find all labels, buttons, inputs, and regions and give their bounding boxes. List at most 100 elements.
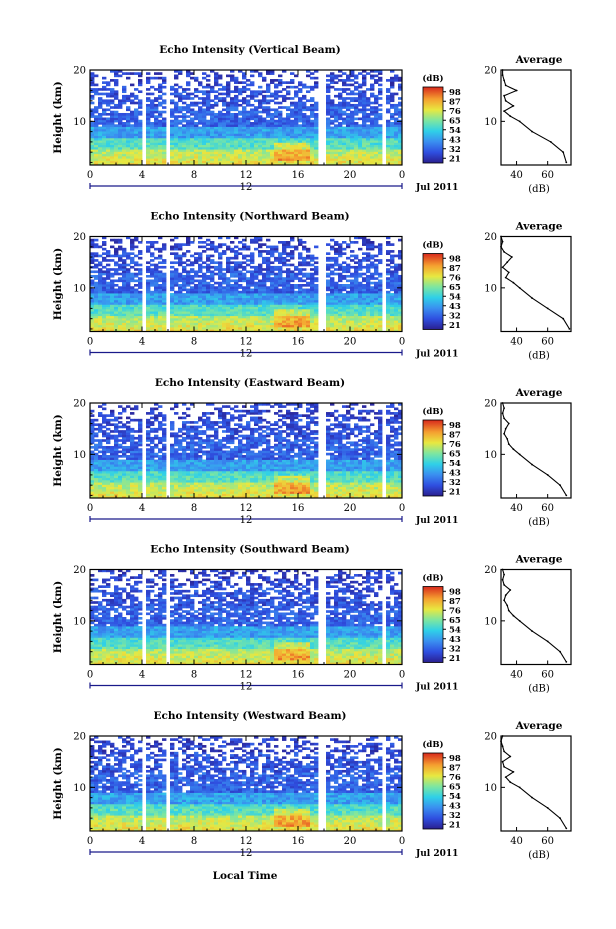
heatmap-cell [206, 317, 211, 321]
heatmap-cell [258, 311, 263, 314]
heatmap-cell [378, 315, 383, 319]
heatmap-cell [314, 279, 319, 283]
heatmap-cell [158, 140, 163, 143]
heatmap-cell [178, 326, 183, 330]
heatmap-cell [274, 279, 279, 283]
heatmap-cell [182, 128, 187, 132]
heatmap-cell [238, 146, 243, 150]
heatmap-cell [206, 320, 211, 323]
heatmap-cell [350, 299, 355, 303]
heatmap-cell [230, 317, 235, 321]
heatmap-cell [314, 315, 319, 319]
heatmap-cell [310, 103, 315, 107]
heatmap-cell [218, 308, 223, 312]
heatmap-cell [390, 97, 395, 100]
heatmap-cell [242, 315, 247, 319]
heatmap-cell [130, 115, 135, 118]
heatmap-cell [206, 295, 211, 298]
heatmap-cell [226, 124, 231, 127]
heatmap-cell [194, 284, 199, 287]
heatmap-cell [362, 243, 367, 246]
heatmap-cell [226, 88, 231, 91]
heatmap-cell [186, 144, 191, 148]
heatmap-cell [370, 160, 375, 164]
heatmap-cell [278, 160, 283, 164]
heatmap-cell [122, 131, 127, 134]
heatmap-cell [250, 108, 255, 112]
heatmap-cell [154, 320, 159, 323]
heatmap-cell [178, 311, 183, 314]
heatmap-cell [90, 279, 95, 283]
heatmap-cell [302, 137, 307, 141]
heatmap-cell [338, 313, 343, 317]
heatmap-cell [210, 315, 215, 319]
heatmap-cell [354, 85, 359, 89]
heatmap-cell [110, 254, 115, 258]
heatmap-cell [354, 110, 359, 114]
heatmap-cell [374, 124, 379, 127]
heatmap-cell [110, 94, 115, 98]
heatmap-cell [302, 322, 307, 326]
heatmap-cell [398, 149, 403, 152]
heatmap-cell [214, 261, 219, 265]
heatmap-cell [94, 263, 99, 267]
heatmap-cell [250, 320, 255, 323]
heatmap-cell [210, 146, 215, 150]
heatmap-cell [274, 151, 279, 155]
heatmap-cell [234, 119, 239, 123]
heatmap-cell [302, 128, 307, 132]
heatmap-cell [310, 302, 315, 305]
heatmap-cell [178, 274, 183, 278]
heatmap-cell [306, 261, 311, 265]
heatmap-cell [378, 146, 383, 150]
heatmap-cell [150, 151, 155, 155]
heatmap-cell [326, 119, 331, 123]
heatmap-cell [114, 153, 119, 157]
heatmap-cell [146, 146, 151, 150]
heatmap-cell [366, 324, 371, 328]
heatmap-cell [290, 308, 295, 312]
heatmap-cell [234, 268, 239, 271]
heatmap-cell [154, 140, 159, 143]
heatmap-cell [374, 308, 379, 312]
heatmap-cell [250, 238, 255, 242]
heatmap-cell [278, 268, 283, 271]
heatmap-cell [198, 313, 203, 317]
heatmap-cell [298, 311, 303, 314]
heatmap-cell [286, 286, 291, 289]
heatmap-cell [194, 259, 199, 262]
heatmap-cell [366, 259, 371, 262]
heatmap-cell [202, 158, 207, 161]
heatmap-cell [350, 274, 355, 278]
heatmap-cell [286, 126, 291, 130]
heatmap-cell [262, 108, 267, 112]
heatmap-cell [306, 70, 311, 73]
heatmap-cell [178, 295, 183, 298]
heatmap-cell [170, 88, 175, 91]
colorbar-tick-label: 21 [449, 321, 461, 331]
heatmap-cell [186, 329, 191, 332]
heatmap-cell [126, 99, 131, 103]
heatmap-cell [242, 317, 247, 321]
heatmap-cell [182, 117, 187, 121]
heatmap-cell [398, 153, 403, 157]
heatmap-cell [286, 241, 291, 244]
heatmap-cell [274, 119, 279, 123]
heatmap-cell [358, 162, 363, 166]
heatmap-cell [262, 297, 267, 301]
heatmap-cell [282, 320, 287, 323]
heatmap-cell [178, 140, 183, 143]
heatmap-cell [310, 106, 315, 109]
heatmap-cell [158, 256, 163, 260]
heatmap-cell [398, 137, 403, 141]
heatmap-cell [250, 277, 255, 280]
heatmap-cell [362, 142, 367, 146]
heatmap-cell [338, 103, 343, 107]
heatmap-cell [118, 286, 123, 289]
heatmap-cell [266, 140, 271, 143]
heatmap-cell [118, 115, 123, 118]
heatmap-cell [90, 243, 95, 246]
heatmap-cell [90, 293, 95, 296]
heatmap-cell [194, 162, 199, 166]
heatmap-cell [238, 81, 243, 84]
